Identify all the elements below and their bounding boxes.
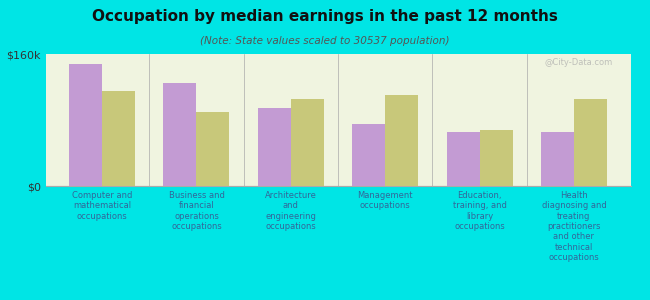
Text: (Note: State values scaled to 30537 population): (Note: State values scaled to 30537 popu…	[200, 36, 450, 46]
Text: Occupation by median earnings in the past 12 months: Occupation by median earnings in the pas…	[92, 9, 558, 24]
Text: @City-Data.com: @City-Data.com	[545, 58, 613, 67]
Bar	[447, 132, 480, 186]
Bar	[69, 64, 102, 186]
Bar	[352, 124, 385, 186]
Bar	[102, 91, 135, 186]
Bar	[541, 132, 574, 186]
Bar	[291, 99, 324, 186]
Bar	[163, 83, 196, 186]
Bar	[196, 112, 229, 186]
Bar	[480, 130, 513, 186]
Bar	[385, 95, 418, 186]
Bar	[258, 108, 291, 186]
Bar	[574, 99, 607, 186]
